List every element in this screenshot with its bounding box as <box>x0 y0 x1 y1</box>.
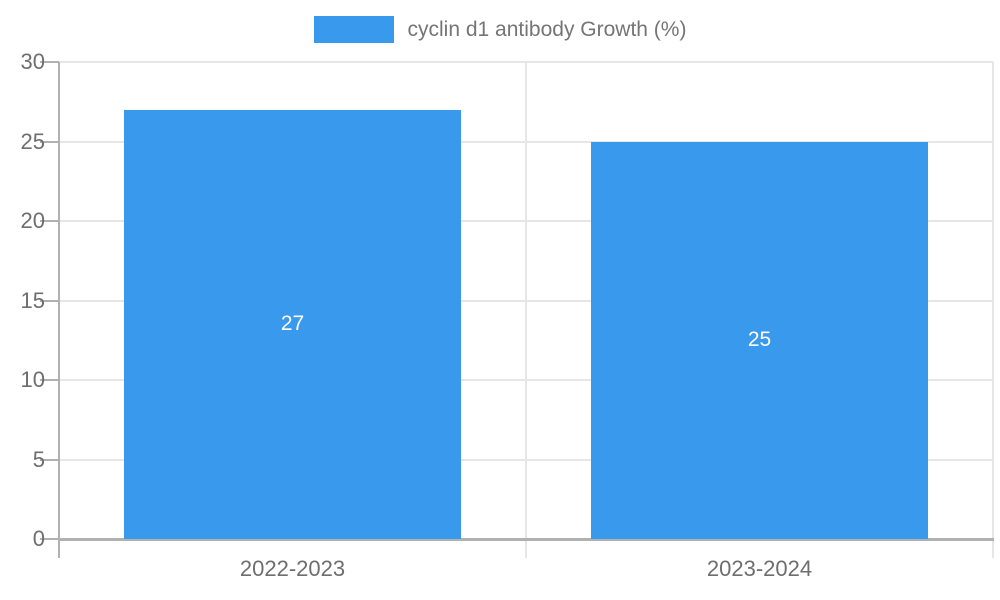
x-axis-line <box>59 538 994 541</box>
y-tick-25 <box>40 140 59 143</box>
x-axis-label: 2022-2023 <box>239 556 346 581</box>
legend[interactable]: cyclin d1 antibody Growth (%) <box>0 16 1000 43</box>
bar-value-label: 25 <box>747 328 772 352</box>
y-axis-label: 10 <box>20 367 45 392</box>
x-axis-label: 2023-2024 <box>706 556 813 581</box>
legend-swatch <box>313 16 394 43</box>
gridline-x-1 <box>525 62 527 558</box>
gridline-x-2 <box>992 62 994 558</box>
y-axis-label: 25 <box>20 128 45 154</box>
y-axis-label: 0 <box>32 526 45 551</box>
y-axis-label: 30 <box>20 49 45 74</box>
y-tick-30 <box>40 61 59 63</box>
y-axis-label: 15 <box>20 287 45 313</box>
bar-2023-2024[interactable] <box>591 141 928 539</box>
y-tick-15 <box>40 299 59 302</box>
y-axis-label: 5 <box>32 446 45 472</box>
y-tick-20 <box>40 220 59 222</box>
y-axis-line <box>58 62 60 558</box>
y-axis-label: 20 <box>20 208 45 233</box>
legend-label: cyclin d1 antibody Growth (%) <box>407 17 687 41</box>
y-tick-5 <box>40 458 59 461</box>
y-tick-0 <box>40 538 59 540</box>
bar-value-label: 27 <box>280 312 305 336</box>
y-tick-10 <box>40 379 59 381</box>
bar-2022-2023[interactable] <box>124 109 461 539</box>
